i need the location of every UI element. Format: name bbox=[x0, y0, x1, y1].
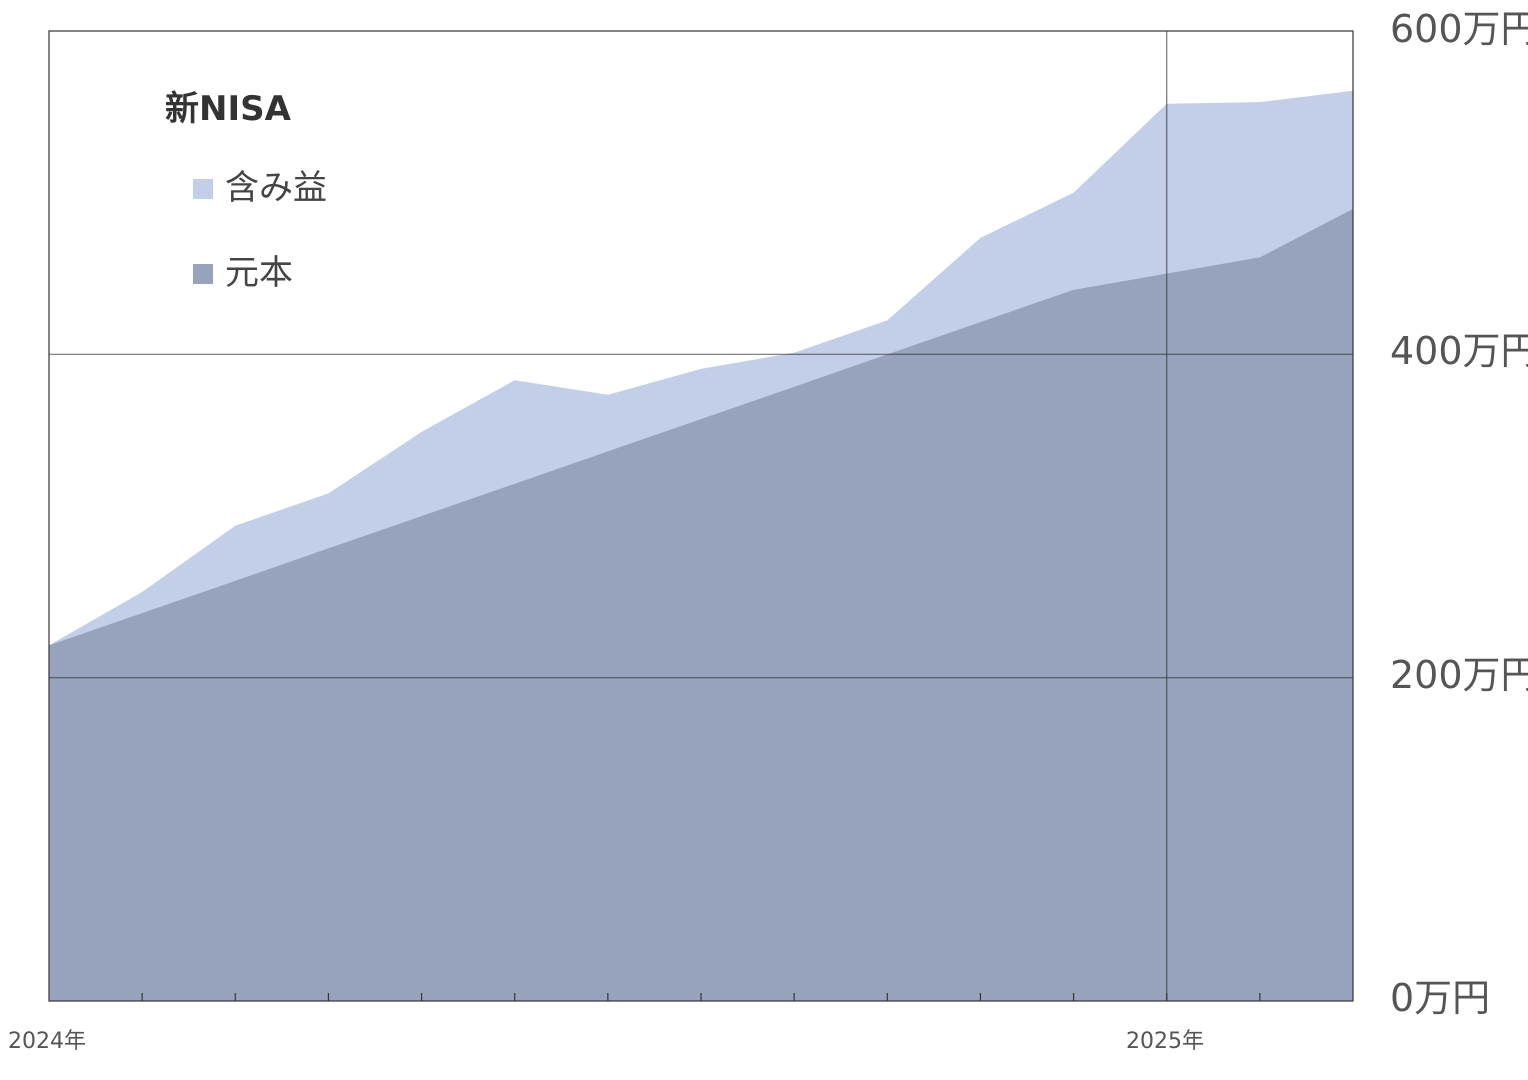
legend: 新NISA 含み益 元本 bbox=[165, 89, 327, 293]
gridlines bbox=[49, 31, 1353, 1001]
y-tick-label-400: 400万円 bbox=[1390, 329, 1528, 373]
x-tick-label-2024: 2024年 bbox=[8, 1029, 86, 1054]
area-layer bbox=[49, 90, 1353, 1002]
legend-swatch-principal bbox=[193, 264, 213, 284]
y-tick-label-0: 0万円 bbox=[1390, 976, 1490, 1020]
legend-title: 新NISA bbox=[165, 89, 292, 129]
x-tick-label-2025: 2025年 bbox=[1126, 1029, 1204, 1054]
x-axis-ticks bbox=[141, 993, 1261, 1001]
legend-swatch-unrealized-gain bbox=[193, 179, 213, 199]
area-principal bbox=[49, 208, 1353, 1002]
legend-label-unrealized-gain: 含み益 bbox=[225, 168, 327, 208]
y-tick-label-600: 600万円 bbox=[1390, 7, 1528, 51]
area-unrealized-gain bbox=[49, 90, 1353, 646]
legend-label-principal: 元本 bbox=[225, 253, 293, 293]
y-tick-label-200: 200万円 bbox=[1390, 653, 1528, 697]
